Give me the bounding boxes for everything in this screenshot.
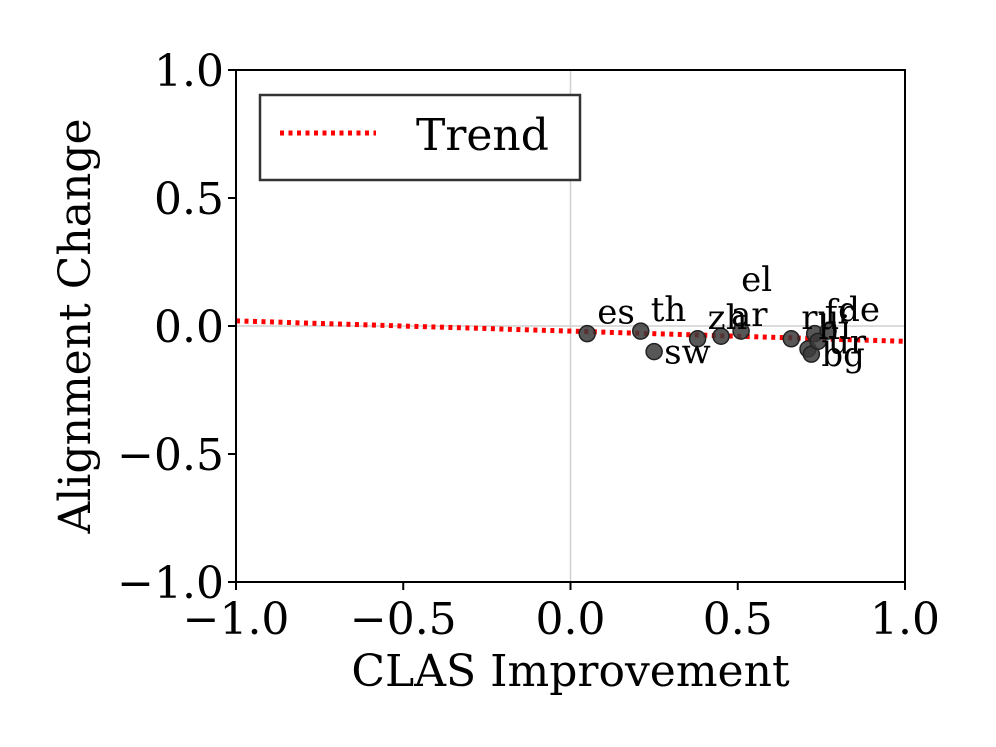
y-tick-label: −0.5 — [117, 430, 224, 481]
point-label-zh: zh — [708, 298, 748, 338]
data-point-ar — [712, 327, 730, 345]
data-point-zh — [688, 330, 707, 348]
data-point-th — [631, 322, 650, 340]
point-label-sw: sw — [664, 333, 711, 373]
x-tick-label: 1.0 — [870, 594, 940, 645]
trend-layer — [235, 318, 906, 344]
points-layer — [578, 322, 837, 363]
point-label-ar: ar — [731, 295, 768, 335]
legend: Trend — [258, 93, 582, 182]
y-axis-ticks: −1.0 −0.5 0.0 0.5 1.0 — [117, 46, 236, 609]
point-label-bg: bg — [821, 335, 865, 375]
data-point-sw — [645, 342, 663, 361]
point-label-fr: fr — [825, 293, 855, 333]
data-point-de — [819, 322, 837, 340]
point-label-es: es — [597, 293, 635, 333]
legend-entry-trend: Trend — [416, 110, 549, 161]
trend-line — [235, 318, 906, 344]
y-axis-label: Alignment Change — [50, 119, 101, 535]
legend-box — [258, 93, 582, 182]
y-tick-label: 0.5 — [154, 174, 224, 225]
x-tick-label: 0.0 — [536, 594, 606, 645]
point-label-hi: hi — [818, 308, 851, 348]
point-label-el: el — [741, 260, 772, 300]
point-label-ru: ru — [801, 298, 839, 338]
data-point-es — [578, 324, 596, 343]
x-axis-label: CLAS Improvement — [351, 646, 790, 697]
y-tick-label: 1.0 — [154, 46, 224, 97]
x-axis-ticks: −1.0 −0.5 0.0 0.5 1.0 — [183, 582, 940, 645]
x-tick-label: −0.5 — [350, 594, 457, 645]
point-label-th: th — [651, 290, 687, 330]
x-tick-label: 0.5 — [703, 594, 773, 645]
point-label-ur: ur — [828, 322, 867, 362]
point-label-de: de — [838, 290, 880, 330]
data-point-ru — [782, 330, 801, 348]
data-point-el — [732, 322, 750, 340]
x-tick-label: −1.0 — [183, 594, 290, 645]
y-tick-label: −1.0 — [117, 558, 224, 609]
y-tick-label: 0.0 — [154, 302, 224, 353]
